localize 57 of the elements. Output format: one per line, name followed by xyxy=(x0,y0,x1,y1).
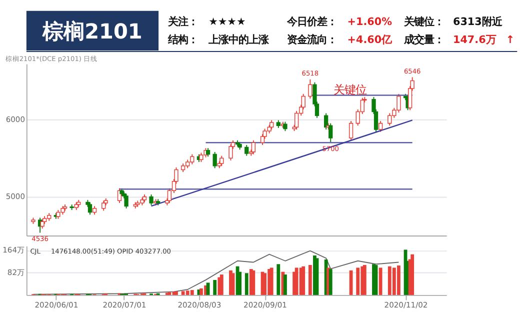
text: 今日价差： xyxy=(286,16,337,28)
text: 成交量： xyxy=(402,34,444,46)
bar xyxy=(294,268,298,295)
bar xyxy=(410,254,414,295)
bar xyxy=(200,288,203,295)
bar xyxy=(244,273,248,295)
x-tick-label: 2020/11/02 xyxy=(384,300,428,310)
candlestick xyxy=(348,120,354,141)
candlestick xyxy=(270,120,274,130)
y-tick-label: 164万 xyxy=(2,246,26,255)
annotation: 关键位 xyxy=(333,82,366,96)
bar xyxy=(190,290,194,295)
candlestick xyxy=(294,110,299,130)
bar xyxy=(276,264,280,295)
text: 关注： xyxy=(166,16,198,28)
candlestick xyxy=(244,144,249,156)
bar xyxy=(308,264,312,295)
text: 关键位： xyxy=(402,16,444,28)
bar xyxy=(213,280,217,295)
y-tick-label: 5000 xyxy=(6,192,26,202)
bar xyxy=(220,274,224,295)
candlestick xyxy=(212,151,217,169)
text: 6313附近 xyxy=(452,16,503,28)
text: 147.6万 xyxy=(452,34,496,46)
x-tick-label: 2020/08/03 xyxy=(178,300,222,310)
text: ★★★★ xyxy=(208,16,246,28)
text: 结构： xyxy=(166,34,198,46)
bar xyxy=(168,292,172,295)
bar xyxy=(263,273,266,295)
bar xyxy=(302,266,306,295)
bar xyxy=(284,274,287,295)
candlestick xyxy=(40,218,44,230)
text: 上涨中的上涨 xyxy=(208,34,270,46)
candlestick xyxy=(124,193,128,209)
bar xyxy=(378,268,382,295)
candlestick xyxy=(88,202,92,216)
line-series xyxy=(32,250,400,295)
text: 资金流向： xyxy=(286,34,337,46)
candlestick xyxy=(220,155,224,166)
x-tick-label: 2020/07/01 xyxy=(102,300,146,310)
bar xyxy=(356,268,360,295)
text: +1.60% xyxy=(347,16,393,28)
y-tick-label: 6000 xyxy=(6,114,26,124)
text: 棕榈2101 xyxy=(42,19,142,44)
x-tick-label: 2020/06/01 xyxy=(34,300,78,310)
text: ↑ xyxy=(506,34,515,46)
y-tick-label: 82万 xyxy=(7,268,26,277)
bar xyxy=(252,270,256,295)
candlestick xyxy=(308,78,312,100)
candlestick xyxy=(149,194,154,206)
candlestick xyxy=(228,144,233,161)
bar xyxy=(206,282,210,295)
candlestick xyxy=(102,200,106,212)
bar xyxy=(174,291,178,295)
x-tick-label: 2020/09/01 xyxy=(244,300,288,310)
text: +4.60亿 xyxy=(347,34,393,46)
candlestick xyxy=(251,140,256,155)
